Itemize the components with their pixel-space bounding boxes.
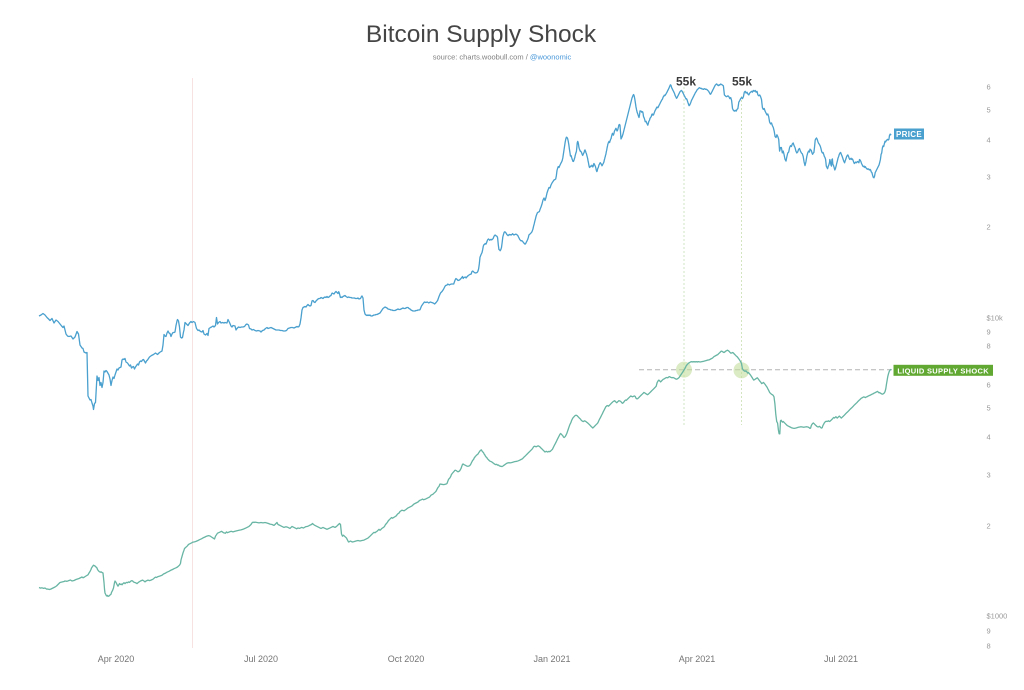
svg-text:2: 2 [987, 223, 991, 232]
svg-text:$1000: $1000 [987, 612, 1008, 621]
svg-text:Jul 2020: Jul 2020 [244, 654, 278, 664]
svg-text:3: 3 [987, 173, 991, 182]
svg-text:Jan 2021: Jan 2021 [533, 654, 570, 664]
svg-text:55k: 55k [676, 75, 696, 89]
svg-text:4: 4 [987, 433, 991, 442]
svg-text:Bitcoin Supply Shock: Bitcoin Supply Shock [366, 21, 597, 48]
svg-text:source: charts.woobull.com / @: source: charts.woobull.com / @woonomic [433, 53, 572, 62]
svg-text:9: 9 [987, 627, 991, 636]
svg-text:2: 2 [987, 522, 991, 531]
svg-text:Apr 2021: Apr 2021 [679, 654, 716, 664]
svg-text:Jul 2021: Jul 2021 [824, 654, 858, 664]
svg-text:PRICE: PRICE [896, 130, 922, 139]
svg-text:55k: 55k [732, 75, 752, 89]
svg-text:5: 5 [987, 404, 991, 413]
svg-text:6: 6 [987, 83, 991, 92]
svg-text:6: 6 [987, 381, 991, 390]
svg-text:8: 8 [987, 342, 991, 351]
svg-text:8: 8 [987, 642, 991, 651]
svg-text:4: 4 [987, 136, 991, 145]
svg-text:$10k: $10k [987, 314, 1004, 323]
svg-text:3: 3 [987, 471, 991, 480]
svg-text:Apr 2020: Apr 2020 [98, 654, 135, 664]
svg-text:5: 5 [987, 106, 991, 115]
svg-text:9: 9 [987, 328, 991, 337]
svg-text:LIQUID SUPPLY SHOCK: LIQUID SUPPLY SHOCK [897, 366, 989, 375]
svg-text:Oct 2020: Oct 2020 [388, 654, 425, 664]
